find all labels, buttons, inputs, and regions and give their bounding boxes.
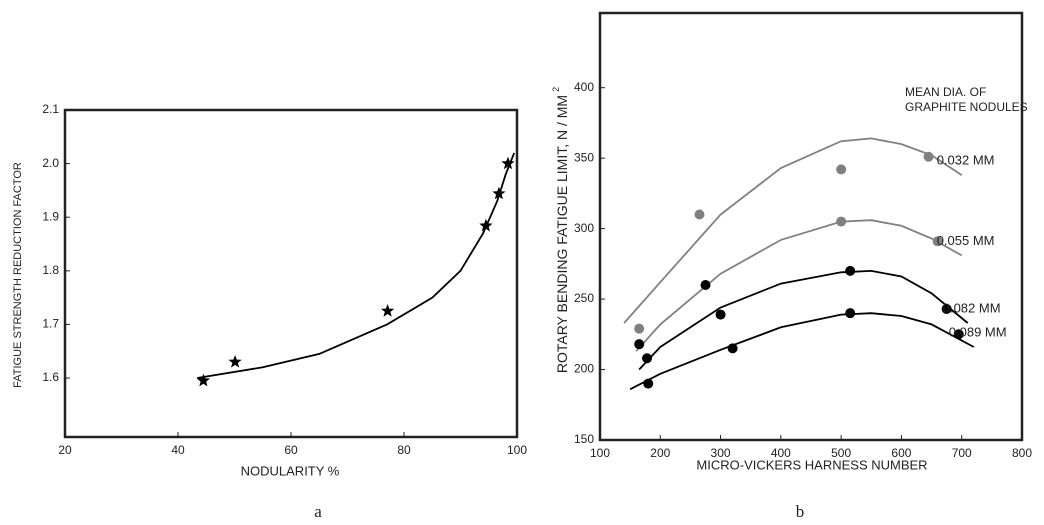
- x-tick-label: 80: [397, 443, 411, 457]
- series-label: 0.089 MM: [949, 324, 1007, 339]
- star-point: [196, 373, 211, 387]
- x-axis-label: MICRO-VICKERS HARNESS NUMBER: [696, 457, 927, 472]
- star-point: [228, 355, 242, 368]
- star-point: [492, 186, 506, 200]
- series-label: 0.082 MM: [943, 300, 1001, 315]
- y-tick-label: 1.6: [42, 370, 59, 384]
- star-point: [381, 304, 395, 317]
- dot-point: [634, 323, 645, 334]
- star-point: [479, 218, 493, 232]
- y-tick-label: 2.0: [42, 156, 59, 170]
- x-tick-label: 100: [590, 446, 610, 460]
- plot-frame: [63, 108, 519, 439]
- x-tick-label: 400: [771, 446, 791, 460]
- fit-curve: [197, 152, 516, 379]
- caption: a: [314, 502, 322, 521]
- dot-point: [700, 279, 711, 290]
- y-axis-label-superscript: 2: [551, 87, 561, 92]
- x-tick-label: 300: [711, 446, 731, 460]
- y-tick-label: 1.9: [42, 209, 59, 223]
- dot-point: [727, 343, 738, 354]
- dot-point: [836, 164, 847, 175]
- y-axis-label-text: FATIGUE STRENGTH REDUCTION FACTOR: [12, 162, 24, 388]
- y-tick-label: 300: [574, 221, 594, 235]
- y-tick-label: 200: [574, 362, 594, 376]
- y-axis-label-text: ROTARY BENDING FATIGUE LIMIT, N / MM: [554, 95, 570, 373]
- dot-point: [643, 378, 654, 389]
- y-tick-label: 250: [574, 291, 594, 305]
- series-label: 0.032 MM: [937, 153, 995, 168]
- x-tick-label: 600: [891, 446, 911, 460]
- y-tick-label: 150: [574, 432, 594, 446]
- fit-curve: [638, 269, 969, 371]
- x-tick-label: 60: [284, 443, 298, 457]
- x-tick-label: 100: [507, 443, 527, 457]
- x-tick-label: 40: [171, 443, 185, 457]
- dot-point: [923, 151, 934, 162]
- x-axis-label: NODULARITY %: [241, 463, 340, 478]
- y-tick-label: 400: [574, 80, 594, 94]
- dot-point: [845, 265, 856, 276]
- x-tick-label: 200: [650, 446, 670, 460]
- y-tick-label: 1.7: [42, 317, 59, 331]
- star-point: [501, 156, 515, 170]
- x-tick-label: 700: [952, 446, 972, 460]
- dot-point: [715, 309, 726, 320]
- dot-point: [642, 353, 653, 364]
- dot-point: [953, 329, 964, 340]
- x-tick-label: 800: [1012, 446, 1032, 460]
- dot-point: [845, 308, 856, 319]
- y-tick-label: 1.8: [42, 263, 59, 277]
- dot-point: [836, 216, 847, 227]
- series-label: 0.055 MM: [937, 233, 995, 248]
- x-tick-label: 20: [58, 443, 72, 457]
- plot-frame: [598, 11, 1024, 442]
- caption: b: [796, 502, 805, 521]
- y-tick-label: 2.1: [42, 102, 59, 116]
- fit-curve: [623, 137, 963, 324]
- dot-point: [932, 236, 943, 247]
- dot-point: [634, 339, 645, 350]
- fit-curve: [629, 312, 975, 391]
- y-axis-label: FATIGUE STRENGTH REDUCTION FACTOR: [12, 162, 24, 388]
- annotation: MEAN DIA. OF: [905, 85, 986, 99]
- x-tick-label: 500: [831, 446, 851, 460]
- y-axis-label: ROTARY BENDING FATIGUE LIMIT, N / MM 2: [551, 87, 569, 373]
- dot-point: [941, 303, 952, 314]
- dot-point: [694, 209, 705, 220]
- y-tick-label: 350: [574, 150, 594, 164]
- annotation: GRAPHITE NODULES: [905, 100, 1028, 114]
